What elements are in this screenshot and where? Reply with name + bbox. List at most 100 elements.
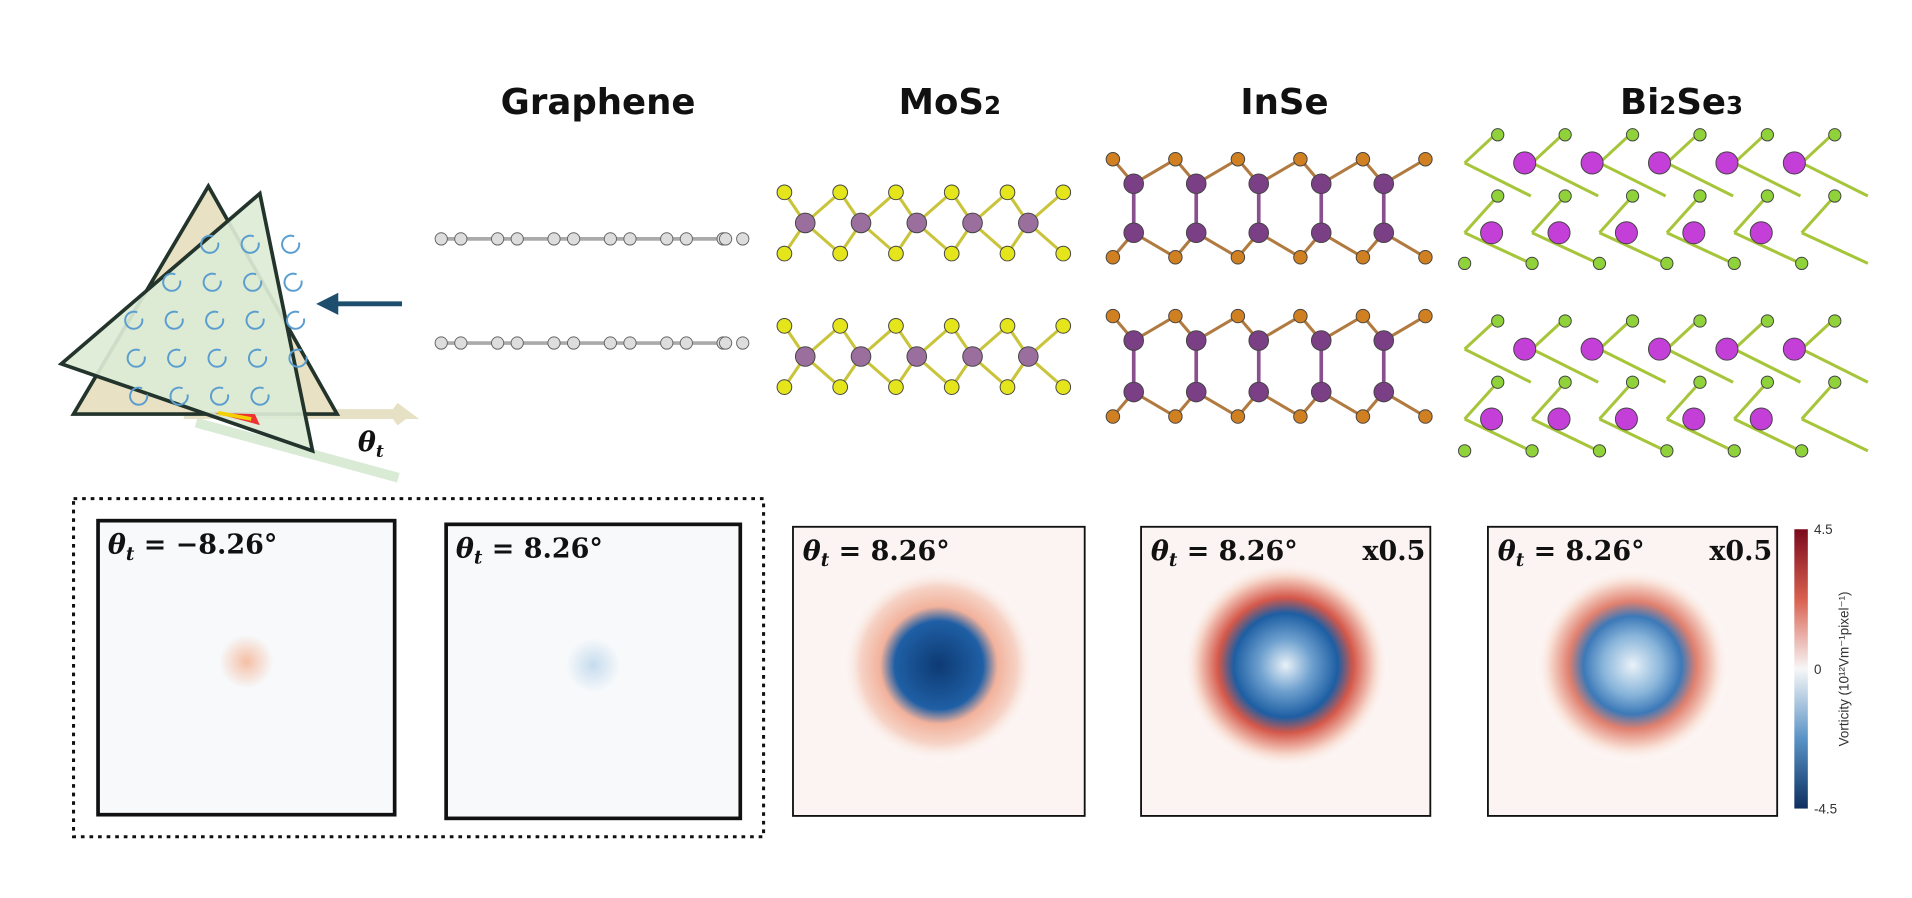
atom [1749,221,1773,245]
title-sub: 3 [1726,91,1743,120]
bond [1666,417,1734,453]
atom [623,336,637,350]
atom [1625,375,1640,389]
twist-diagram: θt [57,182,420,483]
bond [1666,161,1734,198]
bond [1801,161,1869,198]
atom [1727,444,1741,458]
atom [1614,407,1638,431]
atom [603,232,617,246]
bond [1463,161,1532,198]
bond [1531,231,1599,265]
bond [1733,161,1802,198]
atom [999,184,1016,201]
atom [1458,444,1472,458]
bond [1733,417,1802,453]
title-sub: 2 [984,91,1001,120]
title-sub: 2 [1659,91,1676,120]
panels: θt = −8.26° θt = 8.26° θt = 8.26° θt = 8.26… [96,518,1779,821]
atom [832,245,849,262]
title-text: MoS [899,82,984,123]
atom [1782,151,1806,175]
atom [1660,444,1674,458]
axis-arrow [194,417,400,483]
atom [1580,337,1604,361]
bond [1665,381,1702,421]
atom [1760,314,1774,328]
atom [943,318,960,334]
panel-frame [1487,525,1779,817]
atom [1055,245,1072,262]
swirl [164,310,184,330]
label-sub: t [1516,550,1525,571]
swirl [169,386,189,406]
atom [1625,128,1640,142]
bond [1733,231,1802,265]
swirl [167,348,187,368]
atom [1123,222,1145,244]
atom [1715,337,1739,361]
atom [943,245,960,262]
atom [1230,250,1246,265]
atom [1123,381,1145,403]
atom [434,232,448,246]
atom [850,346,872,367]
column-title: MoS2 [899,82,1001,123]
bond [1598,417,1667,453]
atom [962,346,983,367]
atom [1727,256,1741,271]
atom [906,212,928,234]
atom [1592,444,1607,458]
bond [1463,347,1532,384]
atom [679,336,693,350]
vortex [840,567,1037,764]
bond [1801,347,1869,384]
atom [794,346,816,367]
bond [1531,347,1599,384]
atom [623,232,637,246]
atom [1105,152,1121,167]
atom [1105,250,1121,265]
atom [1168,152,1183,167]
atom [888,379,904,395]
atom [1480,407,1504,431]
swirl [129,386,149,406]
atom [510,232,524,246]
atom [1185,222,1207,244]
colorbar-tick: 4.5 [1814,522,1833,537]
label-symbol: θ [803,536,821,567]
atom [1525,444,1539,458]
panel-scale: x0.5 [1709,536,1772,567]
atom [510,336,524,350]
atom [1293,250,1308,265]
swirl [250,386,270,406]
swirl [245,310,265,330]
atom [1248,381,1270,403]
bond [1733,347,1802,384]
group-box [72,497,766,839]
colorbar-tick: 0 [1814,662,1822,677]
atom [1105,308,1121,324]
bond [1733,194,1769,234]
bond [1598,161,1667,198]
label-angle: = 8.26° [1524,536,1644,567]
atom [660,232,674,246]
atom [736,336,750,350]
atom [1491,375,1505,389]
atom [1660,256,1674,271]
panel-label: θt = 8.26° [1498,536,1645,571]
panel-label: θt = 8.26° [803,536,950,571]
atom [660,336,674,350]
atom [1105,409,1121,424]
atom [679,232,693,246]
atom [1373,222,1395,244]
atom [1513,337,1537,361]
atom [999,318,1016,334]
atom [1293,409,1308,424]
bond [1800,381,1836,421]
bond [1598,381,1634,421]
atom [1418,250,1433,265]
atom [906,346,928,367]
atom [943,184,960,201]
atom [1625,314,1640,328]
